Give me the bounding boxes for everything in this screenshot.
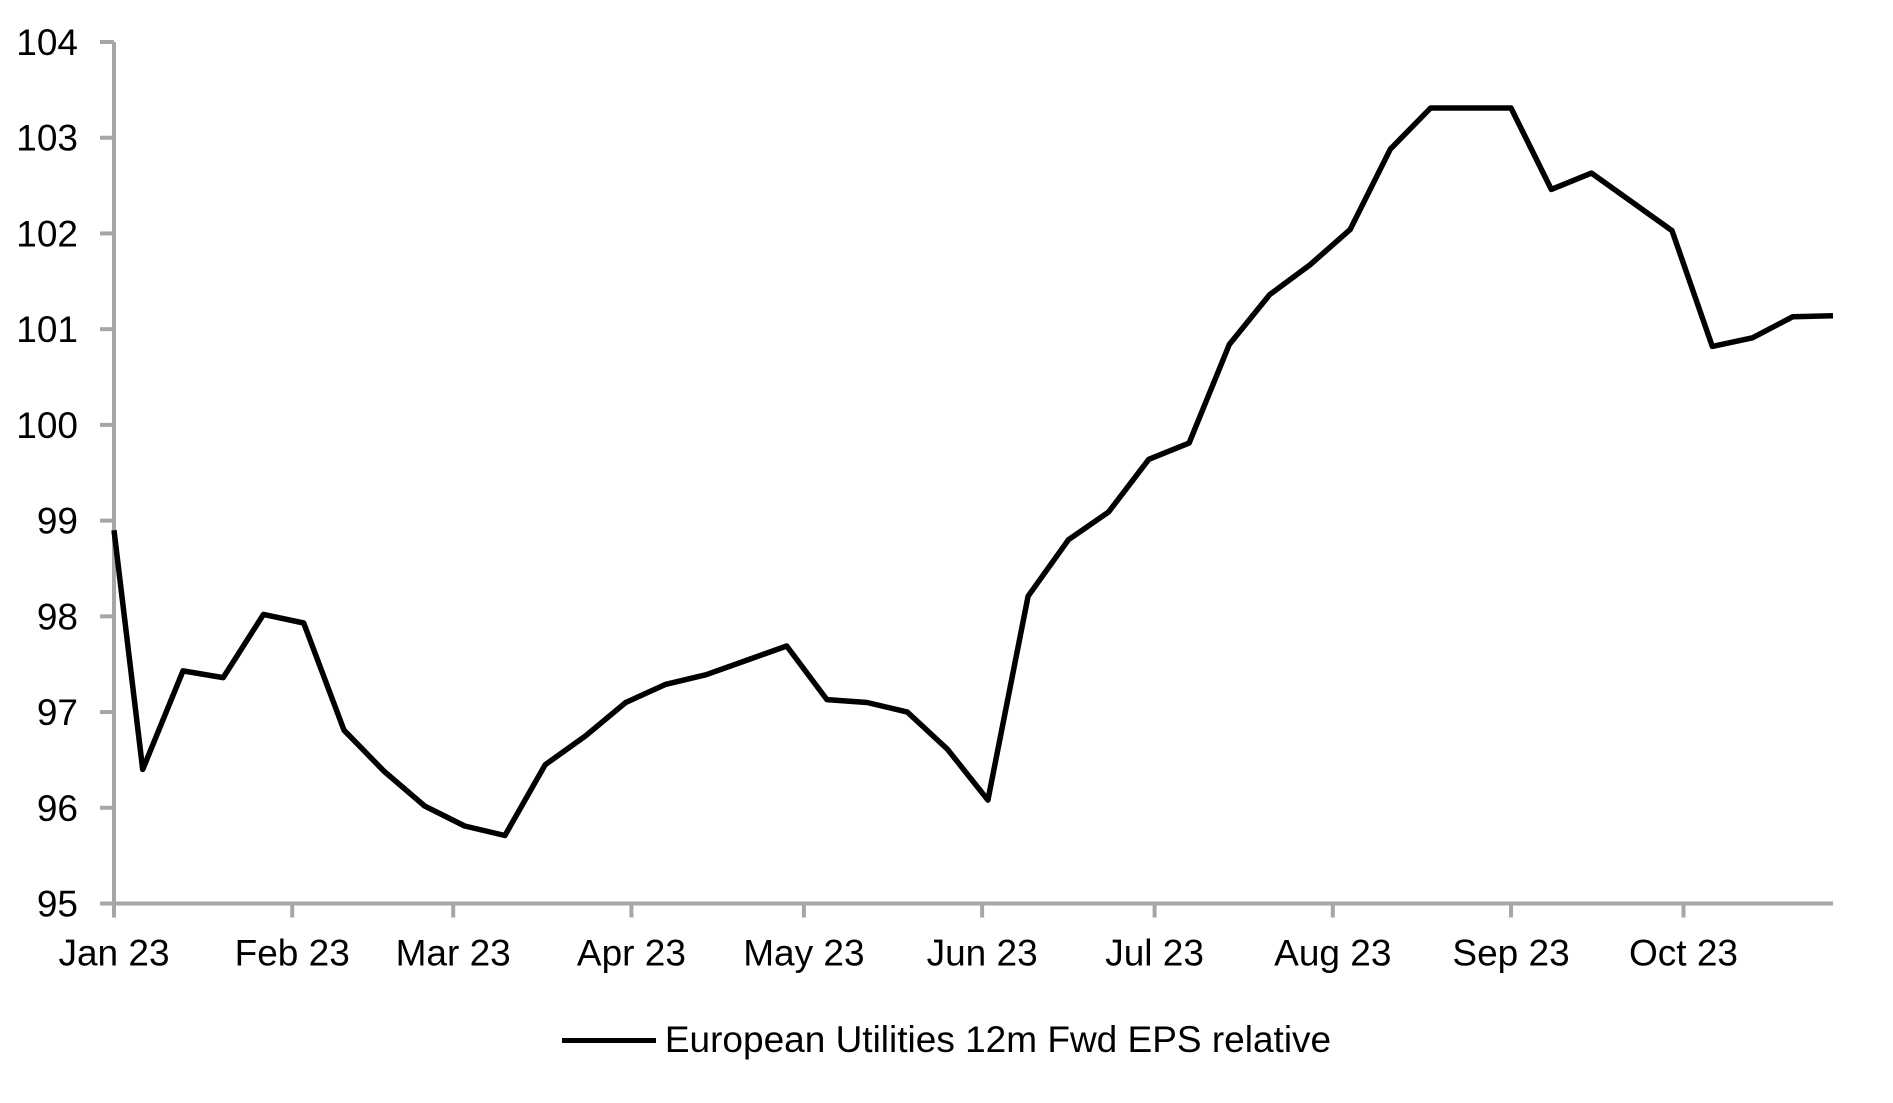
y-tick-label: 97 bbox=[37, 692, 78, 733]
x-tick-label: Sep 23 bbox=[1452, 933, 1569, 974]
y-tick-label: 95 bbox=[37, 884, 78, 925]
x-tick-label: Jun 23 bbox=[927, 933, 1038, 974]
y-tick-label: 103 bbox=[16, 118, 78, 159]
x-tick-label: Aug 23 bbox=[1274, 933, 1391, 974]
y-tick-label: 99 bbox=[37, 501, 78, 542]
x-tick-label: Jul 23 bbox=[1105, 933, 1204, 974]
x-tick-label: Mar 23 bbox=[396, 933, 511, 974]
x-tick-label: Apr 23 bbox=[577, 933, 686, 974]
x-tick-label: Feb 23 bbox=[235, 933, 350, 974]
y-tick-label: 102 bbox=[16, 213, 78, 254]
x-tick-label: Jan 23 bbox=[58, 933, 169, 974]
x-tick-label: May 23 bbox=[743, 933, 864, 974]
legend: European Utilities 12m Fwd EPS relative bbox=[0, 1018, 1893, 1062]
x-tick-label: Oct 23 bbox=[1629, 933, 1738, 974]
y-tick-label: 96 bbox=[37, 788, 78, 829]
y-tick-label: 98 bbox=[37, 596, 78, 637]
legend-line-sample bbox=[561, 1037, 656, 1043]
y-tick-label: 104 bbox=[16, 22, 78, 63]
data-line bbox=[111, 105, 1834, 839]
legend-label: European Utilities 12m Fwd EPS relative bbox=[664, 1019, 1332, 1060]
y-tick-label: 101 bbox=[16, 309, 78, 350]
y-tick-label: 100 bbox=[16, 405, 78, 446]
